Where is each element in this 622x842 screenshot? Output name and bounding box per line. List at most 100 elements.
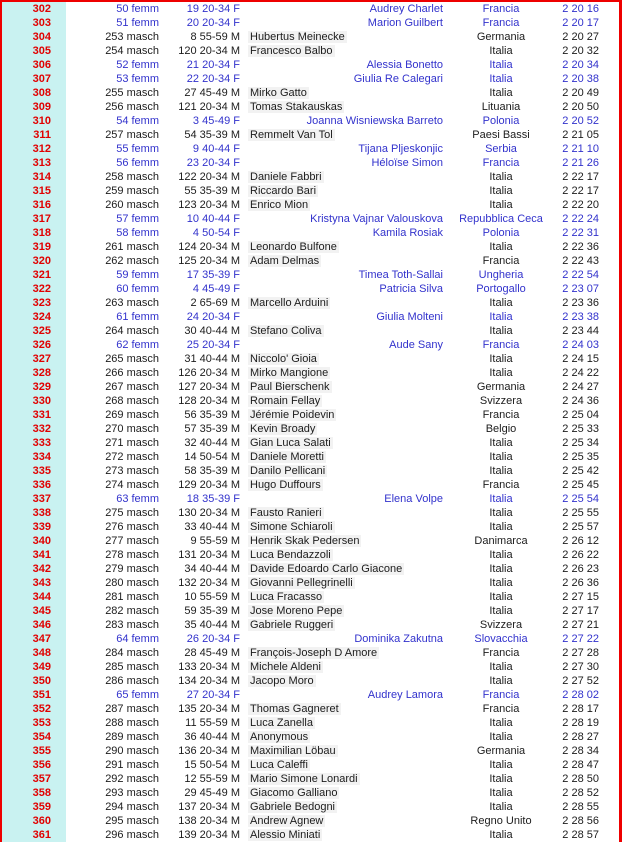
athlete-name-cell: Mirko Mangione — [240, 366, 446, 380]
position-cell: 320 — [2, 254, 66, 268]
athlete-name-cell: Jacopo Moro — [240, 674, 446, 688]
finish-time-cell: 2 25 34 — [562, 437, 599, 449]
athlete-name-text: Romain Fellay — [248, 395, 323, 407]
athlete-name-text: Anonymous — [248, 731, 311, 743]
finish-time-cell: 2 25 42 — [562, 465, 599, 477]
position-cell: 341 — [2, 548, 66, 562]
finish-time-cell: 2 28 27 — [562, 731, 599, 743]
country-cell: Italia — [489, 801, 513, 813]
athlete-name-text: Kevin Broady — [248, 423, 318, 435]
finish-time-cell: 2 27 28 — [562, 647, 599, 659]
category-rank-cell: 30 40-44 M — [184, 325, 240, 337]
result-row: 340 277 masch 9 55-59 M Henrik Skak Pederse… — [2, 534, 619, 548]
gender-rank-cell: 272 masch — [105, 451, 159, 463]
athlete-name-cell: Riccardo Bari — [240, 184, 446, 198]
category-rank-cell: 19 20-34 F — [186, 3, 240, 15]
gender-rank-cell: 257 masch — [105, 129, 159, 141]
finish-time-cell: 2 20 50 — [562, 101, 599, 113]
country-cell: Italia — [489, 171, 513, 183]
finish-time-cell: 2 26 36 — [562, 577, 599, 589]
athlete-name-text: Andrew Agnew — [248, 815, 326, 827]
athlete-name-cell: Héloïse Simon — [371, 157, 443, 169]
category-rank-cell: 136 20-34 M — [178, 745, 240, 757]
result-row: 355 290 masch 136 20-34 M Maximilian Löbau G… — [2, 744, 619, 758]
result-row: 350 286 masch 134 20-34 M Jacopo Moro Italia… — [2, 674, 619, 688]
gender-rank-cell: 266 masch — [105, 367, 159, 379]
finish-time-cell: 2 23 36 — [562, 297, 599, 309]
athlete-name-cell: Luca Fracasso — [240, 590, 446, 604]
gender-rank-cell: 275 masch — [105, 507, 159, 519]
gender-rank-cell: 274 masch — [105, 479, 159, 491]
gender-rank-cell: 279 masch — [105, 563, 159, 575]
country-cell: Polonia — [482, 115, 520, 127]
category-rank-cell: 34 40-44 M — [184, 563, 240, 575]
position-cell: 337 — [2, 492, 66, 506]
gender-rank-cell: 286 masch — [105, 675, 159, 687]
country-cell: Ungheria — [478, 269, 524, 281]
category-rank-cell: 134 20-34 M — [178, 675, 240, 687]
country-cell: Francia — [482, 409, 520, 421]
result-row: 328 266 masch 126 20-34 M Mirko Mangione Ita… — [2, 366, 619, 380]
category-rank-cell: 59 35-39 M — [184, 605, 240, 617]
result-row: 322 60 femm 4 45-49 F Patricia Silva Portoga… — [2, 282, 619, 296]
finish-time-cell: 2 25 33 — [562, 423, 599, 435]
athlete-name-text: Luca Zanella — [248, 717, 315, 729]
country-cell: Belgio — [485, 423, 517, 435]
gender-rank-cell: 259 masch — [105, 185, 159, 197]
category-rank-cell: 27 45-49 M — [184, 87, 240, 99]
athlete-name-cell: Patricia Silva — [379, 283, 443, 295]
athlete-name-text: Maximilian Löbau — [248, 745, 338, 757]
gender-rank-cell: 278 masch — [105, 549, 159, 561]
country-cell: Serbia — [485, 143, 517, 155]
athlete-name-text: Giacomo Galliano — [248, 787, 340, 799]
finish-time-cell: 2 22 54 — [562, 269, 599, 281]
country-cell: Svizzera — [479, 395, 523, 407]
position-cell: 317 — [2, 212, 66, 226]
country-cell: Slovacchia — [474, 633, 528, 645]
result-row: 356 291 masch 15 50-54 M Luca Caleffi Italia… — [2, 758, 619, 772]
gender-rank-cell: 276 masch — [105, 521, 159, 533]
position-cell: 309 — [2, 100, 66, 114]
athlete-name-text: Luca Fracasso — [248, 591, 325, 603]
result-row: 347 64 femm 26 20-34 F Dominika Zakutna Slov… — [2, 632, 619, 646]
country-cell: Germania — [476, 381, 526, 393]
gender-rank-cell: 277 masch — [105, 535, 159, 547]
athlete-name-text: Riccardo Bari — [248, 185, 319, 197]
athlete-name-cell: Audrey Charlet — [369, 3, 443, 15]
position-cell: 344 — [2, 590, 66, 604]
result-row: 321 59 femm 17 35-39 F Timea Toth-Sallai Ung… — [2, 268, 619, 282]
athlete-name-cell: Francesco Balbo — [240, 44, 446, 58]
gender-rank-cell: 261 masch — [105, 241, 159, 253]
athlete-name-text: Thomas Gagneret — [248, 703, 341, 715]
gender-rank-cell: 60 femm — [116, 283, 159, 295]
finish-time-cell: 2 20 17 — [562, 17, 599, 29]
athlete-name-cell: Gabriele Bedogni — [240, 800, 446, 814]
result-row: 314 258 masch 122 20-34 M Daniele Fabbri Ita… — [2, 170, 619, 184]
position-cell: 330 — [2, 394, 66, 408]
athlete-name-cell: Giulia Re Calegari — [353, 73, 443, 85]
category-rank-cell: 36 40-44 M — [184, 731, 240, 743]
country-cell: Francia — [482, 647, 520, 659]
country-cell: Germania — [476, 31, 526, 43]
result-row: 317 57 femm 10 40-44 F Kristyna Vajnar Valo… — [2, 212, 619, 226]
result-row: 343 280 masch 132 20-34 M Giovanni Pellegri… — [2, 576, 619, 590]
result-row: 351 65 femm 27 20-34 F Audrey Lamora Francia… — [2, 688, 619, 702]
athlete-name-cell: Andrew Agnew — [240, 814, 446, 828]
athlete-name-cell: Stefano Coliva — [240, 324, 446, 338]
result-row: 348 284 masch 28 45-49 M François-Joseph D … — [2, 646, 619, 660]
result-row: 315 259 masch 55 35-39 M Riccardo Bari Itali… — [2, 184, 619, 198]
gender-rank-cell: 54 femm — [116, 115, 159, 127]
athlete-name-text: Daniele Fabbri — [248, 171, 324, 183]
athlete-name-text: Henrik Skak Pedersen — [248, 535, 362, 547]
category-rank-cell: 126 20-34 M — [178, 367, 240, 379]
category-rank-cell: 27 20-34 F — [186, 689, 240, 701]
position-cell: 307 — [2, 72, 66, 86]
position-cell: 333 — [2, 436, 66, 450]
result-row: 337 63 femm 18 35-39 F Elena Volpe Italia 2 2… — [2, 492, 619, 506]
position-cell: 350 — [2, 674, 66, 688]
athlete-name-cell: Marcello Arduini — [240, 296, 446, 310]
finish-time-cell: 2 28 34 — [562, 745, 599, 757]
gender-rank-cell: 273 masch — [105, 465, 159, 477]
country-cell: Italia — [489, 465, 513, 477]
position-cell: 353 — [2, 716, 66, 730]
